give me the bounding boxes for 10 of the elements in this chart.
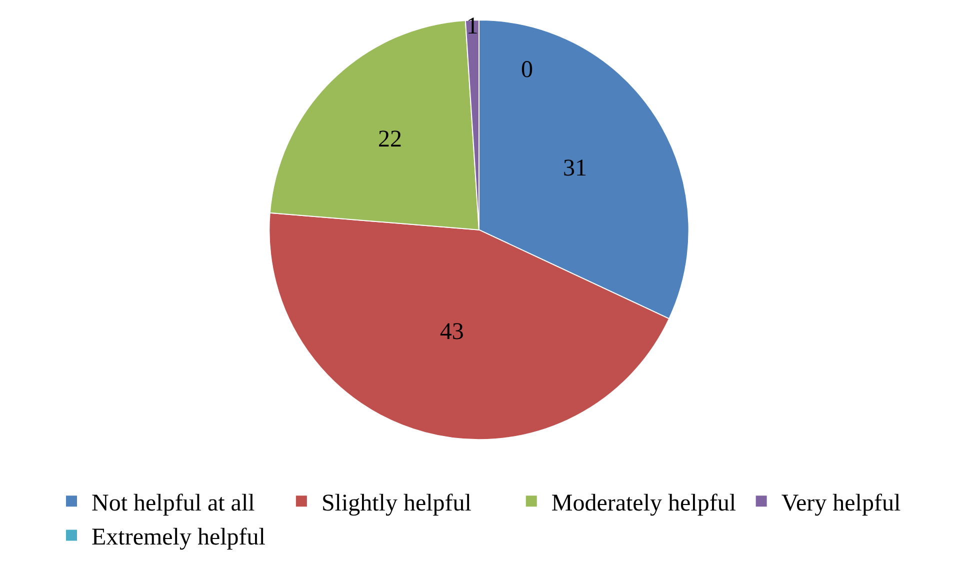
legend-label: Extremely helpful xyxy=(92,524,266,551)
legend-label: Slightly helpful xyxy=(321,490,472,516)
data-label: 1 xyxy=(466,14,478,40)
legend-label: Not helpful at all xyxy=(92,490,256,516)
data-label: 43 xyxy=(440,319,464,346)
data-label: 22 xyxy=(378,126,402,152)
data-label: 31 xyxy=(563,156,588,182)
legend-label: Moderately helpful xyxy=(551,490,736,516)
text: 0 xyxy=(521,57,533,83)
legend-label: Very helpful xyxy=(781,490,901,516)
